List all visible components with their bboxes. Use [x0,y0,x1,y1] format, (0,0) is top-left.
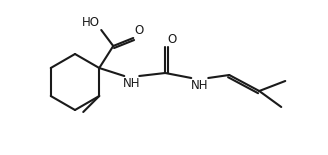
Text: NH: NH [191,79,208,92]
Text: HO: HO [82,16,100,29]
Text: O: O [134,24,143,37]
Text: NH: NH [122,77,140,90]
Text: O: O [167,33,176,46]
